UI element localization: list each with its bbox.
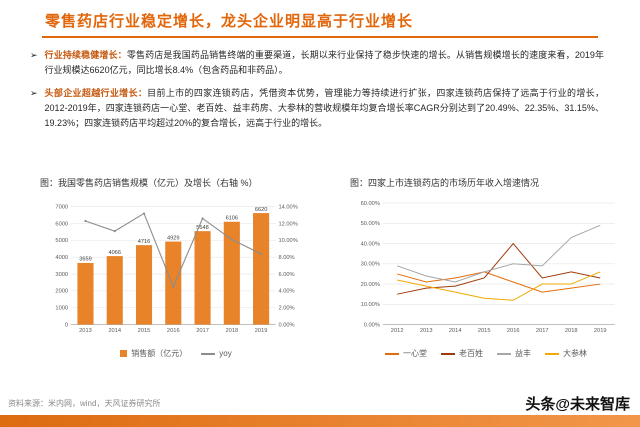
svg-text:2017: 2017 [196, 328, 209, 334]
legend-marker-icon [441, 352, 455, 355]
chart-retail-sales-scale: 图：我国零售药店销售规模（亿元）及增长（右轴 %） 0 1000 2000 3000 4… [40, 176, 312, 359]
svg-text:12.00%: 12.00% [278, 221, 297, 227]
svg-text:2015: 2015 [138, 328, 151, 334]
svg-text:5000: 5000 [55, 238, 68, 244]
page-title: 零售药店行业稳定增长，龙头企业明显高于行业增长 [45, 13, 414, 30]
svg-text:2018: 2018 [225, 328, 238, 334]
legend-item: 大参林 [545, 348, 587, 359]
svg-text:6.00%: 6.00% [278, 272, 294, 278]
svg-text:0.00%: 0.00% [278, 322, 294, 328]
multi-line-chart: 0.00% 10.00% 20.00% 30.00% 40.00% 50.00% 60.00… [350, 194, 622, 346]
svg-text:2016: 2016 [507, 328, 520, 334]
svg-text:2019: 2019 [255, 328, 268, 334]
svg-text:2018: 2018 [565, 328, 578, 334]
svg-text:30.00%: 30.00% [361, 262, 380, 268]
svg-text:2013: 2013 [79, 328, 92, 334]
bullet-body: 零售药店是我国药品销售终端的重要渠道，长期以来行业保持了稳步快速的增长。从销售规… [44, 50, 604, 76]
chart-legend: 一心堂 老百姓 益丰 大参林 [350, 348, 622, 359]
svg-text:60.00%: 60.00% [361, 201, 380, 207]
legend-marker-icon [385, 352, 399, 355]
bullet-arrow-icon: ➢ [30, 87, 38, 98]
svg-text:2016: 2016 [167, 328, 180, 334]
source-note: 资料来源：米内网，wind，天风证券研究所 [8, 399, 161, 408]
svg-text:2014: 2014 [108, 328, 121, 334]
bullet-arrow-icon: ➢ [30, 50, 38, 60]
legend-item: yoy [201, 349, 232, 358]
charts-row: 图：我国零售药店销售规模（亿元）及增长（右轴 %） 0 1000 2000 3000 4… [40, 176, 622, 359]
chart-chain-revenue-growth: 图：四家上市连锁药店的市场历年收入增速情况 0.00% 10.00% 20.00% 3… [350, 176, 622, 359]
legend-item: 销售额（亿元） [120, 348, 187, 359]
legend-item: 老百姓 [441, 348, 483, 359]
svg-text:4716: 4716 [138, 239, 150, 245]
bullet-leading-companies: ➢ 头部企业超越行业增长：目前上市的四家连锁药店，凭借资本优势，管理能力等持续进… [30, 86, 604, 132]
svg-text:2013: 2013 [420, 328, 433, 334]
legend-item: 一心堂 [385, 348, 427, 359]
bar-line-chart: 0 1000 2000 3000 4000 5000 6000 7000 0.00% 2.00% 4… [40, 194, 312, 346]
svg-text:6106: 6106 [226, 215, 238, 221]
footer-bar [0, 415, 640, 427]
svg-text:20.00%: 20.00% [361, 282, 380, 288]
watermark: 头条@未来智库 [525, 396, 630, 413]
svg-text:0.00%: 0.00% [364, 322, 380, 328]
title-divider [42, 36, 598, 38]
svg-text:7000: 7000 [55, 205, 68, 211]
svg-text:6000: 6000 [55, 221, 68, 227]
bullet-text: 头部企业超越行业增长：目前上市的四家连锁药店，凭借资本优势，管理能力等持续进行扩… [45, 86, 604, 132]
svg-text:8.00%: 8.00% [278, 255, 294, 261]
svg-text:2014: 2014 [449, 328, 462, 334]
svg-text:3659: 3659 [79, 257, 91, 263]
svg-text:4.00%: 4.00% [278, 289, 294, 295]
legend-marker-icon [201, 352, 216, 355]
svg-text:3000: 3000 [55, 272, 68, 278]
bullet-industry-growth: ➢ 行业持续稳健增长：零售药店是我国药品销售终端的重要渠道，长期以来行业保持了稳… [30, 48, 604, 79]
chart-legend: 销售额（亿元） yoy [40, 348, 312, 359]
bullet-lead: 头部企业超越行业增长： [44, 87, 148, 98]
svg-text:2000: 2000 [55, 289, 68, 295]
svg-text:4000: 4000 [55, 255, 68, 261]
svg-text:2.00%: 2.00% [278, 306, 294, 312]
bullet-text: 行业持续稳健增长：零售药店是我国药品销售终端的重要渠道，长期以来行业保持了稳步快… [45, 48, 604, 79]
chart-title: 图：四家上市连锁药店的市场历年收入增速情况 [350, 178, 540, 188]
svg-text:4929: 4929 [167, 235, 179, 241]
svg-text:10.00%: 10.00% [278, 238, 297, 244]
svg-text:2012: 2012 [391, 328, 404, 334]
svg-text:2019: 2019 [594, 328, 607, 334]
svg-text:6620: 6620 [255, 207, 267, 213]
bullet-body: 目前上市的四家连锁药店，凭借资本优势，管理能力等持续进行扩张，四家连锁药店保持了… [44, 87, 604, 129]
svg-text:5548: 5548 [196, 225, 208, 231]
svg-text:2015: 2015 [478, 328, 491, 334]
bullet-list: ➢ 行业持续稳健增长：零售药店是我国药品销售终端的重要渠道，长期以来行业保持了稳… [30, 48, 604, 138]
svg-text:4066: 4066 [108, 250, 120, 256]
legend-marker-icon [545, 352, 559, 355]
legend-marker-icon [497, 352, 511, 355]
svg-text:2017: 2017 [536, 328, 549, 334]
svg-text:50.00%: 50.00% [361, 221, 380, 227]
legend-marker-icon [120, 350, 128, 358]
svg-text:1000: 1000 [55, 306, 68, 312]
legend-item: 益丰 [497, 348, 531, 359]
svg-text:0: 0 [65, 322, 68, 328]
svg-text:14.00%: 14.00% [278, 205, 297, 211]
chart-title: 图：我国零售药店销售规模（亿元）及增长（右轴 %） [40, 178, 258, 188]
svg-text:40.00%: 40.00% [361, 241, 380, 247]
bullet-lead: 行业持续稳健增长： [44, 50, 127, 60]
svg-text:10.00%: 10.00% [361, 302, 380, 308]
